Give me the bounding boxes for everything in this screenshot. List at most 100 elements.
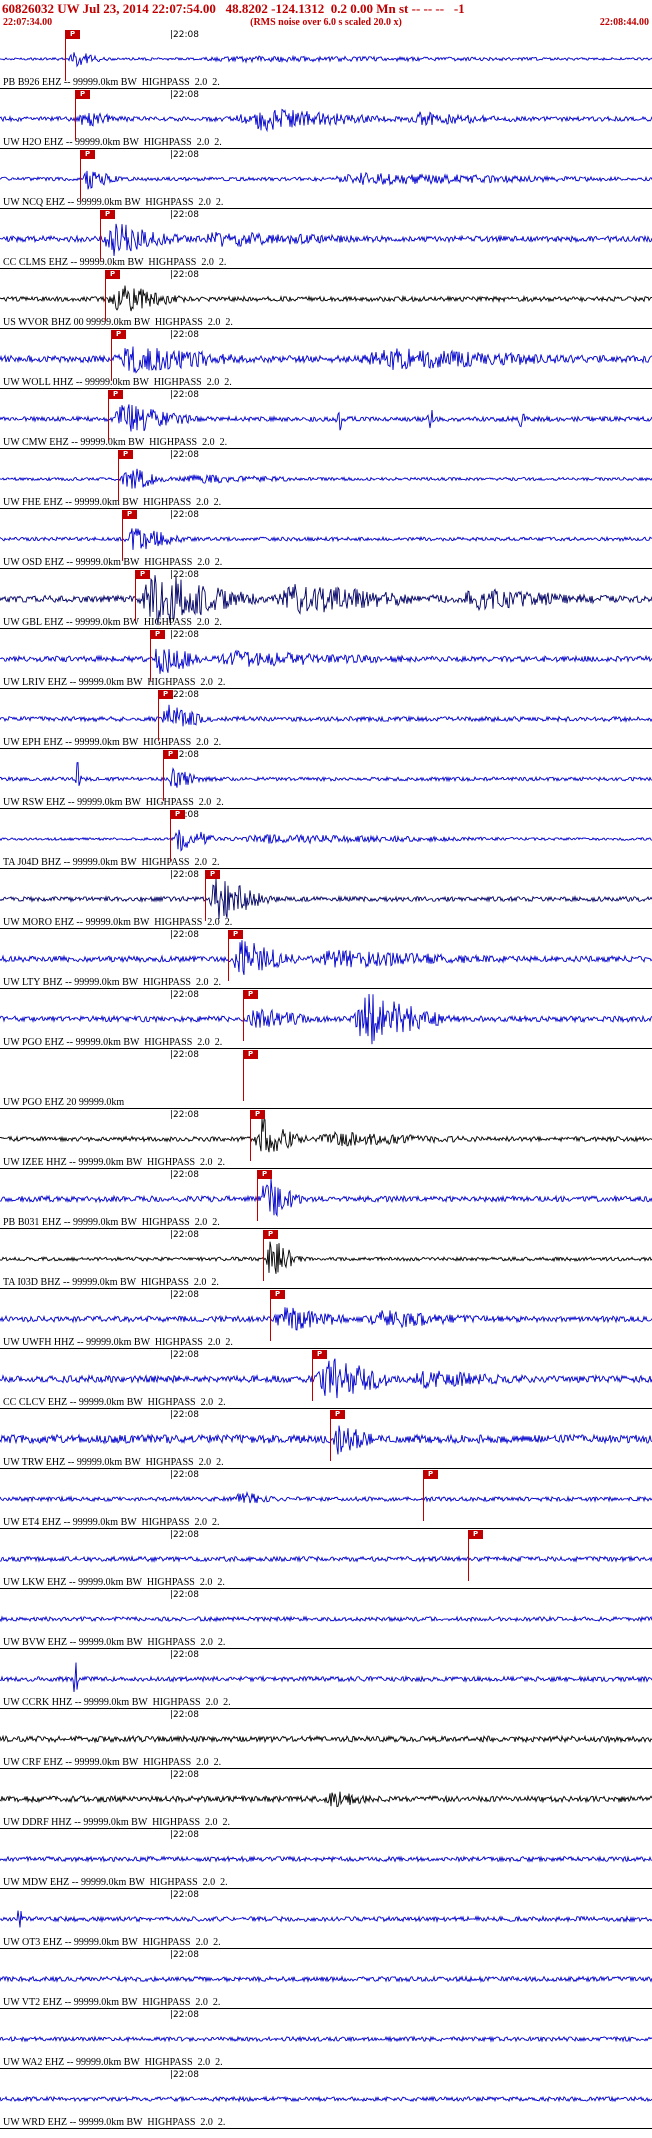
pick-flag[interactable]: P	[263, 1230, 279, 1239]
waveform[interactable]	[0, 1769, 652, 1829]
pick-flag[interactable]: P	[118, 450, 134, 459]
pick-flag[interactable]: P	[243, 1050, 259, 1059]
pick-flag[interactable]: P	[135, 570, 151, 579]
trace-panel[interactable]: |22:08 UW OT3 EHZ -- 99999.0km BW HIGHPA…	[0, 1889, 652, 1949]
station-label: UW OT3 EHZ -- 99999.0km BW HIGHPASS 2.0 …	[3, 1937, 221, 1948]
waveform[interactable]	[0, 1709, 652, 1769]
trace-panel[interactable]: |22:08 P TA I03D BHZ -- 99999.0km BW HIG…	[0, 1229, 652, 1289]
minute-tick-label: |22:08	[170, 270, 199, 280]
trace-panel[interactable]: |22:08 P UW CMW EHZ -- 99999.0km BW HIGH…	[0, 389, 652, 449]
trace-panel[interactable]: |22:08 UW BVW EHZ -- 99999.0km BW HIGHPA…	[0, 1589, 652, 1649]
trace-panel[interactable]: |22:08 P UW ET4 EHZ -- 99999.0km BW HIGH…	[0, 1469, 652, 1529]
pick-flag[interactable]: P	[158, 690, 174, 699]
pick-line	[158, 690, 159, 741]
waveform[interactable]	[0, 149, 652, 209]
trace-panel[interactable]: |22:08 P US WVOR BHZ 00 99999.0km BW HIG…	[0, 269, 652, 329]
trace-panel[interactable]: |22:08 UW MDW EHZ -- 99999.0km BW HIGHPA…	[0, 1829, 652, 1889]
waveform[interactable]	[0, 809, 652, 869]
trace-panel[interactable]: |22:08 UW WRD EHZ -- 99999.0km BW HIGHPA…	[0, 2069, 652, 2129]
waveform[interactable]	[0, 1409, 652, 1469]
pick-flag[interactable]: P	[80, 150, 96, 159]
waveform[interactable]	[0, 629, 652, 689]
trace-panel[interactable]: |22:08 P UW LTY BHZ -- 99999.0km BW HIGH…	[0, 929, 652, 989]
trace-panel[interactable]: |22:08 P UW UWFH HHZ -- 99999.0km BW HIG…	[0, 1289, 652, 1349]
trace-panel[interactable]: |22:08 UW CCRK HHZ -- 99999.0km BW HIGHP…	[0, 1649, 652, 1709]
trace-panel[interactable]: |22:08 P UW PGO EHZ -- 99999.0km BW HIGH…	[0, 989, 652, 1049]
pick-flag[interactable]: P	[100, 210, 116, 219]
waveform[interactable]	[0, 1529, 652, 1589]
waveform[interactable]	[0, 1169, 652, 1229]
trace-panel[interactable]: |22:08 P PB B031 EHZ -- 99999.0km BW HIG…	[0, 1169, 652, 1229]
pick-flag[interactable]: P	[75, 90, 91, 99]
trace-panel[interactable]: |22:08 P CC CLMS EHZ -- 99999.0km BW HIG…	[0, 209, 652, 269]
trace-panel[interactable]: |22:08 P UW RSW EHZ -- 99999.0km BW HIGH…	[0, 749, 652, 809]
trace-panel[interactable]: |22:08 P UW LRIV EHZ -- 99999.0km BW HIG…	[0, 629, 652, 689]
waveform[interactable]	[0, 269, 652, 329]
trace-panel[interactable]: |22:08 P TA J04D BHZ -- 99999.0km BW HIG…	[0, 809, 652, 869]
waveform[interactable]	[0, 689, 652, 749]
pick-flag[interactable]: P	[65, 30, 81, 39]
waveform[interactable]	[0, 509, 652, 569]
waveform[interactable]	[0, 1229, 652, 1289]
waveform[interactable]	[0, 209, 652, 269]
pick-flag[interactable]: P	[423, 1470, 439, 1479]
pick-flag[interactable]: P	[250, 1110, 266, 1119]
waveform[interactable]	[0, 749, 652, 809]
pick-flag[interactable]: P	[170, 810, 186, 819]
waveform[interactable]	[0, 1589, 652, 1649]
waveform[interactable]	[0, 329, 652, 389]
pick-line	[205, 870, 206, 921]
trace-panel[interactable]: |22:08 UW CRF EHZ -- 99999.0km BW HIGHPA…	[0, 1709, 652, 1769]
waveform[interactable]	[0, 1649, 652, 1709]
trace-panel[interactable]: |22:08 P UW IZEE HHZ -- 99999.0km BW HIG…	[0, 1109, 652, 1169]
trace-panel[interactable]: |22:08 P UW GBL EHZ -- 99999.0km BW HIGH…	[0, 569, 652, 629]
waveform[interactable]	[0, 1469, 652, 1529]
trace-panel[interactable]: |22:08 P UW MORO EHZ -- 99999.0km BW HIG…	[0, 869, 652, 929]
waveform[interactable]	[0, 89, 652, 149]
pick-flag[interactable]: P	[150, 630, 166, 639]
trace-panel[interactable]: |22:08 UW WA2 EHZ -- 99999.0km BW HIGHPA…	[0, 2009, 652, 2069]
waveform[interactable]	[0, 1349, 652, 1409]
trace-panel[interactable]: |22:08 UW VT2 EHZ -- 99999.0km BW HIGHPA…	[0, 1949, 652, 2009]
waveform[interactable]	[0, 2009, 652, 2069]
trace-panel[interactable]: |22:08 P UW PGO EHZ 20 99999.0km	[0, 1049, 652, 1109]
trace-panel[interactable]: |22:08 P UW H2O EHZ -- 99999.0km BW HIGH…	[0, 89, 652, 149]
waveform[interactable]	[0, 29, 652, 89]
pick-flag[interactable]: P	[270, 1290, 286, 1299]
waveform[interactable]	[0, 929, 652, 989]
pick-flag[interactable]: P	[105, 270, 121, 279]
waveform[interactable]	[0, 1949, 652, 2009]
trace-panel[interactable]: |22:08 P UW TRW EHZ -- 99999.0km BW HIGH…	[0, 1409, 652, 1469]
pick-flag[interactable]: P	[111, 330, 127, 339]
pick-flag[interactable]: P	[122, 510, 138, 519]
trace-panel[interactable]: |22:08 P UW WOLL HHZ -- 99999.0km BW HIG…	[0, 329, 652, 389]
pick-flag[interactable]: P	[330, 1410, 346, 1419]
waveform[interactable]	[0, 869, 652, 929]
pick-flag[interactable]: P	[205, 870, 221, 879]
waveform[interactable]	[0, 569, 652, 629]
trace-panel[interactable]: |22:08 P UW EPH EHZ -- 99999.0km BW HIGH…	[0, 689, 652, 749]
pick-flag[interactable]: P	[228, 930, 244, 939]
trace-panel[interactable]: |22:08 P UW OSD EHZ -- 99999.0km BW HIGH…	[0, 509, 652, 569]
waveform[interactable]	[0, 2069, 652, 2129]
trace-panel[interactable]: |22:08 P UW LKW EHZ -- 99999.0km BW HIGH…	[0, 1529, 652, 1589]
trace-panel[interactable]: |22:08 P CC CLCV EHZ -- 99999.0km BW HIG…	[0, 1349, 652, 1409]
trace-panel[interactable]: |22:08 P UW NCQ EHZ -- 99999.0km BW HIGH…	[0, 149, 652, 209]
waveform[interactable]	[0, 1109, 652, 1169]
pick-flag[interactable]: P	[468, 1530, 484, 1539]
trace-panel[interactable]: |22:08 P UW FHE EHZ -- 99999.0km BW HIGH…	[0, 449, 652, 509]
pick-flag[interactable]: P	[312, 1350, 328, 1359]
trace-panel[interactable]: |22:08 UW DDRF HHZ -- 99999.0km BW HIGHP…	[0, 1769, 652, 1829]
waveform[interactable]	[0, 449, 652, 509]
waveform[interactable]	[0, 1829, 652, 1889]
trace-panel[interactable]: |22:08 P PB B926 EHZ -- 99999.0km BW HIG…	[0, 29, 652, 89]
pick-flag[interactable]: P	[108, 390, 124, 399]
minute-tick-label: |22:08	[170, 1770, 199, 1780]
pick-flag[interactable]: P	[163, 750, 179, 759]
waveform[interactable]	[0, 1289, 652, 1349]
pick-flag[interactable]: P	[243, 990, 259, 999]
waveform[interactable]	[0, 1889, 652, 1949]
waveform[interactable]	[0, 989, 652, 1049]
pick-flag[interactable]: P	[257, 1170, 273, 1179]
minute-tick-label: |22:08	[170, 1410, 199, 1420]
